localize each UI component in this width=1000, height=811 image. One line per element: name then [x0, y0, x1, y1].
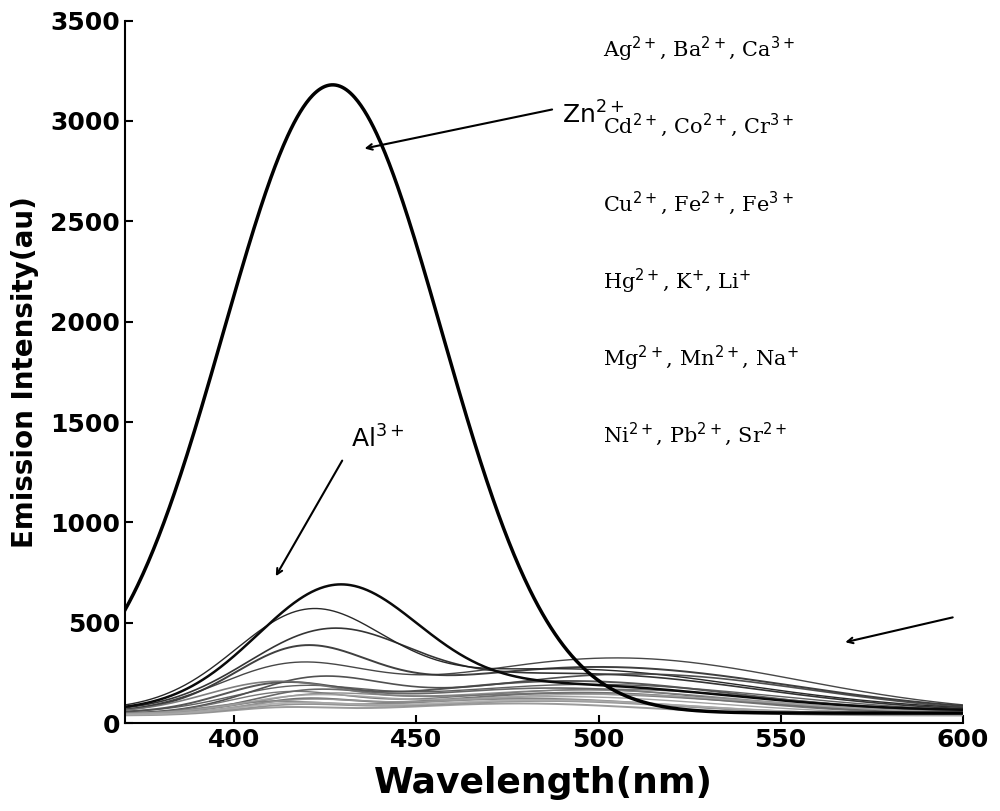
Text: Zn$^{2+}$: Zn$^{2+}$ [562, 101, 625, 128]
Text: Ag$^{2+}$, Ba$^{2+}$, Ca$^{3+}$: Ag$^{2+}$, Ba$^{2+}$, Ca$^{3+}$ [603, 35, 795, 64]
Text: Cu$^{2+}$, Fe$^{2+}$, Fe$^{3+}$: Cu$^{2+}$, Fe$^{2+}$, Fe$^{3+}$ [603, 189, 793, 217]
Text: Mg$^{2+}$, Mn$^{2+}$, Na$^{+}$: Mg$^{2+}$, Mn$^{2+}$, Na$^{+}$ [603, 344, 798, 373]
Text: Hg$^{2+}$, K$^{+}$, Li$^{+}$: Hg$^{2+}$, K$^{+}$, Li$^{+}$ [603, 267, 751, 296]
Text: Ni$^{2+}$, Pb$^{2+}$, Sr$^{2+}$: Ni$^{2+}$, Pb$^{2+}$, Sr$^{2+}$ [603, 421, 787, 448]
Text: Cd$^{2+}$, Co$^{2+}$, Cr$^{3+}$: Cd$^{2+}$, Co$^{2+}$, Cr$^{3+}$ [603, 112, 794, 139]
Text: Al$^{3+}$: Al$^{3+}$ [351, 425, 405, 453]
Y-axis label: Emission Intensity(au): Emission Intensity(au) [11, 196, 39, 547]
X-axis label: Wavelength(nm): Wavelength(nm) [374, 766, 713, 800]
